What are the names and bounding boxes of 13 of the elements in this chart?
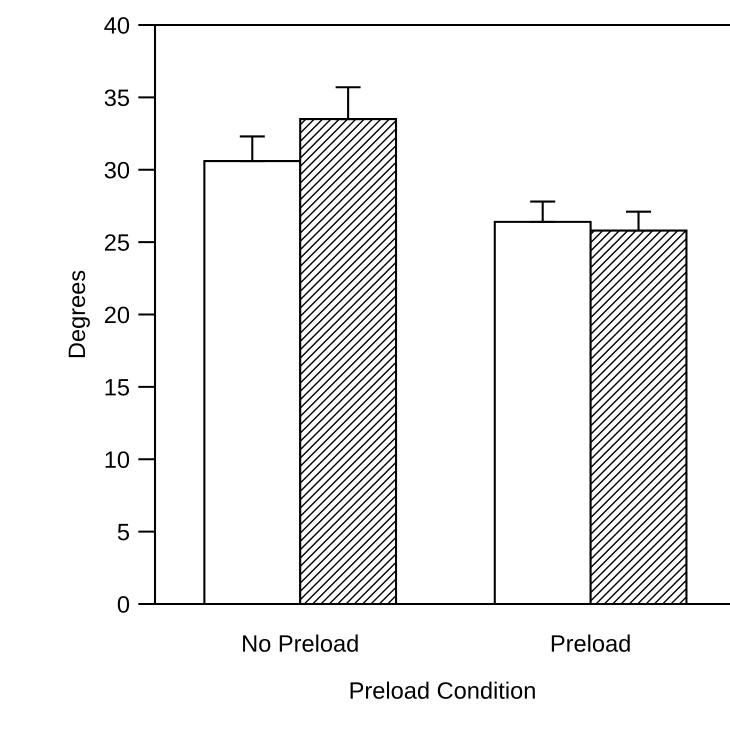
y-tick-label: 5 bbox=[118, 524, 130, 540]
y-tick-label: 35 bbox=[104, 89, 130, 106]
y-tick-label: 0 bbox=[118, 596, 130, 613]
y-axis-title: Degrees bbox=[68, 270, 90, 358]
x-tick-label: No Preload bbox=[243, 634, 358, 652]
x-tick-label: Preload bbox=[552, 634, 630, 652]
y-tick-label: 15 bbox=[106, 379, 130, 396]
y-tick-label: 40 bbox=[104, 17, 130, 34]
y-tick-label: 30 bbox=[104, 162, 130, 179]
y-tick-label: 25 bbox=[104, 234, 130, 251]
y-tick-label: 20 bbox=[104, 306, 130, 324]
y-tick-label: 10 bbox=[106, 451, 130, 468]
x-axis-title: Preload Condition bbox=[350, 682, 535, 699]
